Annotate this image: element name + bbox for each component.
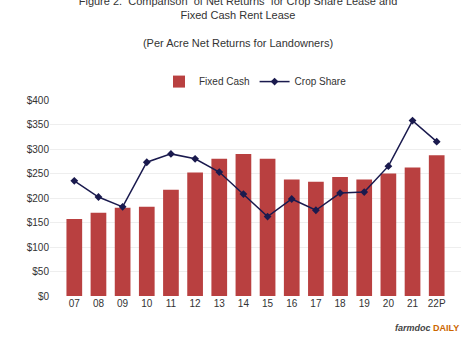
svg-text:07: 07 — [69, 298, 81, 309]
svg-text:12: 12 — [190, 298, 202, 309]
svg-text:$350: $350 — [27, 119, 50, 130]
svg-text:15: 15 — [262, 298, 274, 309]
svg-text:21: 21 — [407, 298, 419, 309]
svg-text:19: 19 — [359, 298, 371, 309]
svg-text:farmdoc DAILY: farmdoc DAILY — [395, 323, 459, 333]
svg-text:20: 20 — [383, 298, 395, 309]
svg-text:$400: $400 — [27, 95, 50, 106]
svg-text:$250: $250 — [27, 168, 50, 179]
svg-text:10: 10 — [141, 298, 153, 309]
svg-text:13: 13 — [214, 298, 226, 309]
svg-text:09: 09 — [117, 298, 129, 309]
svg-text:$100: $100 — [27, 242, 50, 253]
svg-text:$300: $300 — [27, 144, 50, 155]
svg-text:18: 18 — [334, 298, 346, 309]
svg-text:(Per Acre Net Returns for Land: (Per Acre Net Returns for Landowners) — [143, 37, 333, 49]
svg-text:14: 14 — [238, 298, 250, 309]
svg-text:08: 08 — [93, 298, 105, 309]
svg-text:$150: $150 — [27, 217, 50, 228]
svg-text:$50: $50 — [32, 266, 49, 277]
svg-text:$200: $200 — [27, 193, 50, 204]
svg-text:Figure 2. Comparison of Net: Figure 2. Comparison of Net Returns for … — [79, 0, 398, 21]
svg-text:22P: 22P — [428, 298, 446, 309]
svg-text:Fixed Cash: Fixed Cash — [199, 76, 250, 87]
svg-text:Crop Share: Crop Share — [295, 76, 347, 87]
svg-text:16: 16 — [286, 298, 298, 309]
svg-text:17: 17 — [310, 298, 322, 309]
svg-text:$0: $0 — [38, 291, 50, 302]
svg-text:11: 11 — [166, 298, 177, 309]
